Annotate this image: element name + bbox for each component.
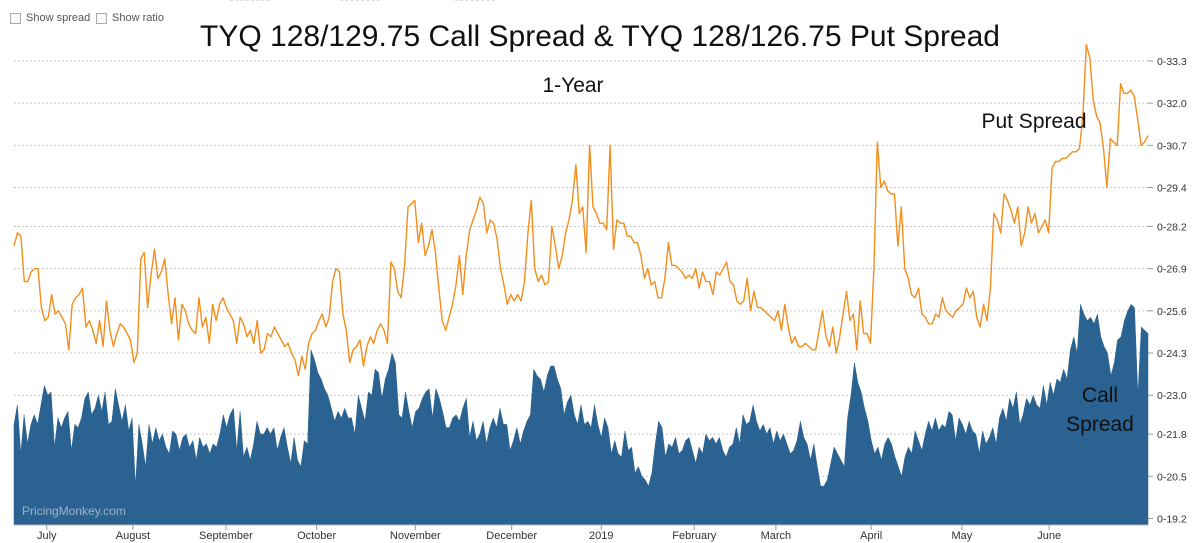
y-tick-label: 0-24.3	[1157, 348, 1187, 360]
y-tick-label: 0-29.4	[1157, 183, 1187, 195]
top-divider-1	[230, 0, 270, 1]
x-tick-label: April	[860, 530, 882, 542]
call-spread-series	[13, 303, 1149, 526]
call-spread-annotation-line1: Call	[1082, 384, 1118, 407]
call-spread-annotation-line2: Spread	[1066, 413, 1134, 436]
x-tick-label: August	[116, 530, 150, 542]
x-tick-label: September	[199, 530, 253, 542]
show-spread-label: Show spread	[26, 12, 91, 24]
put-spread-annotation: Put Spread	[981, 110, 1086, 133]
call-spread-area	[13, 303, 1149, 526]
top-divider-3	[455, 0, 495, 1]
put-spread-line	[13, 44, 1149, 377]
watermark: PricingMonkey.com	[22, 504, 126, 518]
y-tick-label: 0-21.8	[1157, 429, 1187, 441]
y-tick-label: 0-23.0	[1157, 390, 1187, 402]
y-tick-label: 0-33.3	[1157, 56, 1187, 68]
y-tick-label: 0-32.0	[1157, 98, 1187, 110]
y-tick-label: 0-30.7	[1157, 140, 1187, 152]
y-tick-label: 0-20.5	[1157, 471, 1187, 483]
x-tick-label: December	[486, 530, 537, 542]
checkbox-box-ratio[interactable]	[96, 12, 107, 24]
top-divider-2	[340, 0, 380, 1]
show-spread-checkbox[interactable]: Show spread	[10, 12, 90, 24]
x-tick-label: February	[672, 530, 717, 542]
x-tick-label: 2019	[589, 530, 613, 542]
x-tick-label: July	[37, 530, 57, 542]
x-tick-label: March	[761, 530, 792, 542]
show-ratio-checkbox[interactable]: Show ratio	[96, 12, 164, 24]
y-tick-label: 0-25.6	[1157, 306, 1187, 318]
x-tick-label: May	[951, 530, 972, 542]
x-tick-label: June	[1037, 530, 1061, 542]
x-tick-label: November	[390, 530, 441, 542]
y-axis: 0-19.2 0-20.5 0-21.8 0-23.0 0-24.3 0-25.6 0-26…	[1148, 56, 1187, 526]
show-ratio-label: Show ratio	[112, 12, 164, 24]
chart-subtitle: 1-Year	[542, 74, 603, 97]
y-tick-label: 0-26.9	[1157, 264, 1187, 276]
x-tick-label: October	[297, 530, 336, 542]
put-spread-series	[13, 44, 1149, 377]
y-tick-label: 0-28.2	[1157, 221, 1187, 233]
y-tick-label: 0-19.2	[1157, 514, 1187, 526]
x-axis: July August September October November Decemb…	[14, 524, 1148, 542]
checkbox-box-spread[interactable]	[10, 12, 21, 24]
chart-title: TYQ 128/129.75 Call Spread & TYQ 128/126…	[200, 20, 1000, 53]
